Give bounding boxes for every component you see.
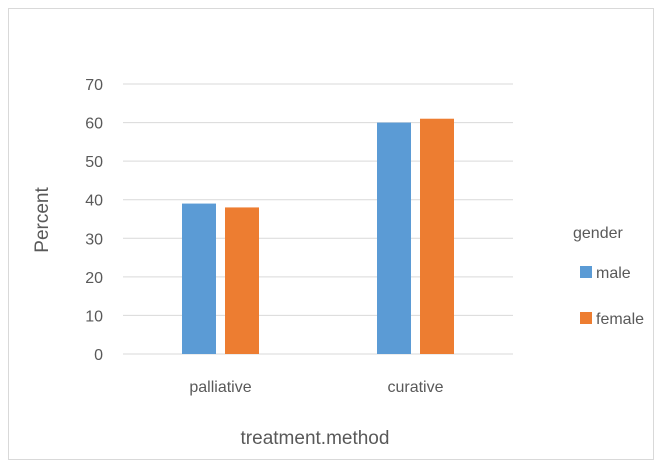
x-tick-label: palliative [189, 379, 251, 396]
y-tick-label: 70 [85, 77, 103, 94]
legend-label-female: female [596, 311, 644, 328]
y-tick-label: 30 [85, 231, 103, 248]
y-tick-label: 0 [94, 347, 103, 364]
legend-swatch-female [580, 312, 592, 324]
x-axis-title: treatment.method [241, 428, 390, 449]
y-axis-title: Percent [32, 187, 53, 253]
legend-title: gender [573, 225, 623, 242]
bar-male-palliative [182, 203, 216, 354]
y-tick-label: 50 [85, 154, 103, 171]
legend: gender male female [573, 225, 644, 328]
x-axis-ticks: palliative curative [189, 379, 443, 396]
bars [182, 118, 454, 354]
legend-label-male: male [596, 265, 631, 282]
y-axis-ticks: 0 10 20 30 40 50 60 70 [85, 77, 103, 364]
bar-female-palliative [225, 207, 259, 354]
legend-swatch-male [580, 266, 592, 278]
x-tick-label: curative [387, 379, 443, 396]
y-tick-label: 60 [85, 116, 103, 133]
y-tick-label: 10 [85, 308, 103, 325]
gridlines [123, 83, 513, 355]
y-tick-label: 20 [85, 270, 103, 287]
y-tick-label: 40 [85, 193, 103, 210]
bar-female-curative [420, 118, 454, 354]
chart-frame [8, 8, 654, 460]
bar-male-curative [377, 122, 411, 354]
